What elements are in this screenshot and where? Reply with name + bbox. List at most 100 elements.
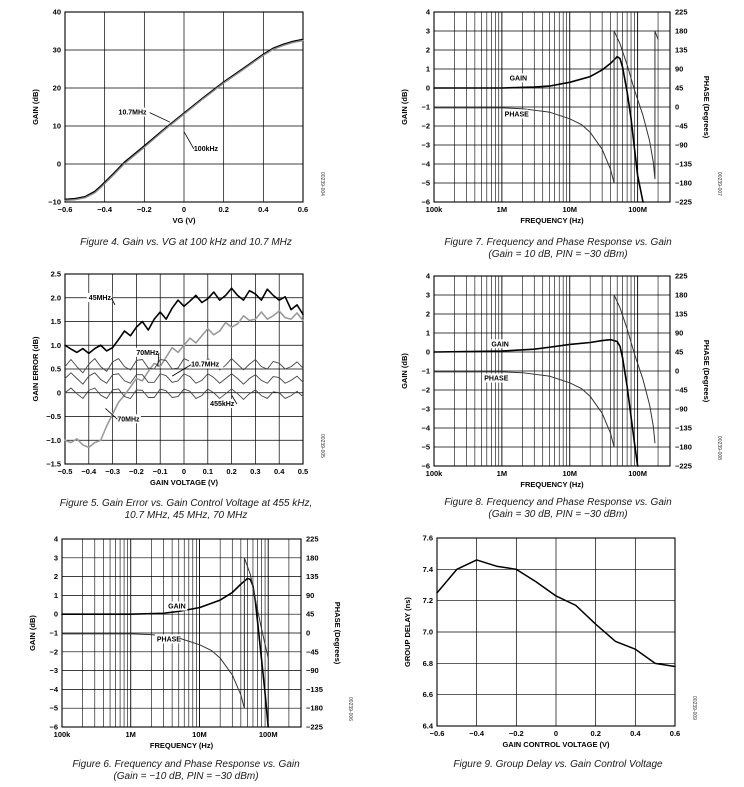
fig9-ytick-label: 7.4 [423, 565, 434, 574]
fig7-y2tick-label: −45 [675, 122, 688, 131]
fig5-ytick-label: −0.5 [46, 412, 61, 421]
fig7-figure-code: 00239-007 [716, 172, 722, 196]
fig6-ytick-label: −3 [49, 666, 58, 675]
fig7-y2label: PHASE (Degrees) [702, 76, 711, 139]
fig5-xtick-label: −0.5 [58, 467, 73, 476]
fig5-annotation-70mhz: 70MHz [117, 416, 140, 423]
fig8-figure-code: 00239-008 [716, 436, 722, 460]
fig6-y2tick-label: 180 [306, 553, 319, 562]
fig8-y2tick-label: −180 [675, 443, 692, 452]
fig8-caption: Figure 8. Frequency and Phase Response v… [372, 497, 744, 521]
fig5-xtick-label: 0.1 [203, 467, 213, 476]
fig5-xtick-label: −0.3 [105, 467, 120, 476]
fig5-ytick-label: 2.0 [51, 293, 61, 302]
fig8-annotation-phase: PHASE [484, 376, 508, 383]
fig4-xtick-label: −0.2 [137, 205, 152, 214]
fig7-y2tick-label: −90 [675, 141, 688, 150]
fig9-xlabel: GAIN CONTROL VOLTAGE (V) [502, 740, 610, 749]
fig9-ytick-label: 6.4 [423, 722, 434, 731]
fig5-xlabel: GAIN VOLTAGE (V) [150, 478, 219, 487]
fig8-ytick-label: −3 [421, 405, 430, 414]
fig7-ytick-label: 1 [426, 65, 430, 74]
fig7-xtick-label: 100k [426, 205, 444, 214]
fig6-ylabel: GAIN (dB) [28, 615, 37, 651]
figure-5: −0.5 −0.4 −0.3 −0.2 −0.1 0 0.1 0.2 0.3 0.4 0.5 −1.5… [0, 262, 372, 528]
fig5-annotation-70mhz: 70MHz [136, 350, 159, 357]
fig6-caption-line-2: (Gain = −10 dB, PIN = −30 dBm) [113, 771, 259, 782]
fig8-xtick-label: 100k [426, 469, 444, 478]
fig5-annotation-455khz: 455kHz [210, 401, 235, 408]
fig5-plot: −0.5 −0.4 −0.3 −0.2 −0.1 0 0.1 0.2 0.3 0.4 0.5 −1.5… [31, 270, 325, 488]
fig5-annotation-10-7mhz: 10.7MHz [191, 362, 220, 369]
fig8-xtick-label: 10M [562, 469, 577, 478]
fig5-annotation-bg [115, 414, 141, 424]
fig6-y2tick-label: −90 [306, 666, 319, 675]
fig6-annotation-bg [154, 634, 181, 644]
fig5-ytick-label: −1.5 [46, 460, 61, 469]
fig5-annotation-bg [208, 399, 238, 409]
fig5-xtick-label: 0 [182, 467, 186, 476]
fig7-plot: 100k 1M 10M 100M −6 −5 −4 −3 −2 −1 0 1 2 3 4 −225 −180 −1… [400, 8, 722, 226]
fig8-ylabel: GAIN (dB) [400, 353, 409, 389]
fig5-annotation-bg [189, 359, 224, 369]
fig5-annotation-arrow [157, 352, 160, 367]
fig6-xtick-label: 1M [126, 730, 136, 739]
fig8-xtick-label: 100M [628, 469, 647, 478]
fig6-ytick-label: −1 [49, 629, 58, 638]
fig6-y2tick-label: 45 [306, 610, 314, 619]
fig7-caption-line-2: (Gain = 10 dB, PIN = −30 dBm) [488, 249, 628, 260]
fig7-y2tick-label: 180 [675, 27, 688, 36]
fig4-figure-code: 00239-004 [319, 172, 325, 196]
fig8-series-phase [433, 371, 615, 448]
fig8-y2tick-label: 0 [675, 367, 679, 376]
fig8-y2tick-label: −135 [675, 424, 692, 433]
fig6-xtick-label: 100k [54, 730, 72, 739]
fig5-annotation-arrow [171, 364, 192, 377]
fig5-ytick-label: −1.0 [46, 436, 61, 445]
fig6-y2tick-label: 90 [306, 591, 314, 600]
fig7-series-gain [433, 55, 644, 203]
fig5-xtick-label: 0.4 [274, 467, 285, 476]
fig7-y2tick-label: −135 [675, 160, 692, 169]
fig7-annotation-phase: PHASE [505, 112, 529, 119]
fig6-y2tick-label: −225 [306, 723, 323, 732]
fig9-xtick-label: 0.6 [670, 729, 680, 738]
fig9-plot-frame [436, 537, 676, 727]
figure-9: −0.6 −0.4 −0.2 0 0.2 0.4 0.6 6.4 6.6 6.8 7.0 7.2 7.4… [372, 528, 744, 787]
fig7-ytick-label: −1 [421, 103, 430, 112]
fig7-annotation-bg [502, 109, 529, 119]
fig6-y2tick-label: 0 [306, 629, 310, 638]
fig7-xtick-label: 1M [497, 205, 507, 214]
fig6-y2tick-label: 225 [306, 535, 319, 544]
fig4-xtick-label: −0.4 [97, 205, 113, 214]
fig4-ytick-label: 10 [53, 122, 61, 131]
fig4-ytick-label: 30 [53, 46, 61, 55]
fig7-ytick-label: −4 [421, 160, 430, 169]
fig6-y2label: PHASE (Degrees) [333, 602, 342, 665]
fig6-plot: 100k 1M 10M 100M −6 −5 −4 −3 −2 −1 0 1 2 3 4 −225 −180 −1… [28, 535, 353, 751]
fig5-xtick-label: 0.5 [298, 467, 308, 476]
fig8-ytick-label: 2 [426, 310, 430, 319]
fig5-xtick-label: −0.2 [129, 467, 144, 476]
fig6-figure-code: 00239-006 [347, 697, 353, 721]
fig7-ytick-label: 4 [426, 8, 431, 17]
fig4-ylabel: GAIN (dB) [31, 89, 40, 125]
fig5-series-455khz [64, 372, 304, 385]
fig6-series-gain [61, 577, 270, 728]
fig6-ytick-label: −2 [49, 647, 58, 656]
fig9-xtick-label: −0.6 [430, 729, 445, 738]
fig6-ytick-label: 3 [54, 553, 58, 562]
fig6-annotation-phase: PHASE [157, 636, 181, 643]
fig4-xlabel: VG (V) [173, 216, 196, 225]
fig5-annotation-arrow [105, 408, 118, 420]
fig6-y2tick-label: 135 [306, 572, 319, 581]
fig5-ytick-label: 0 [57, 388, 61, 397]
fig7-y2tick-label: −225 [675, 198, 692, 207]
fig9-figure-code: 00239-009 [691, 696, 697, 720]
fig7-ytick-label: −3 [421, 141, 430, 150]
fig5-xtick-label: −0.1 [153, 467, 168, 476]
fig8-y2tick-label: 135 [675, 310, 688, 319]
fig8-series-gain [433, 338, 639, 467]
fig4-annotation-bg [191, 144, 222, 154]
fig8-y2tick-label: 45 [675, 348, 683, 357]
